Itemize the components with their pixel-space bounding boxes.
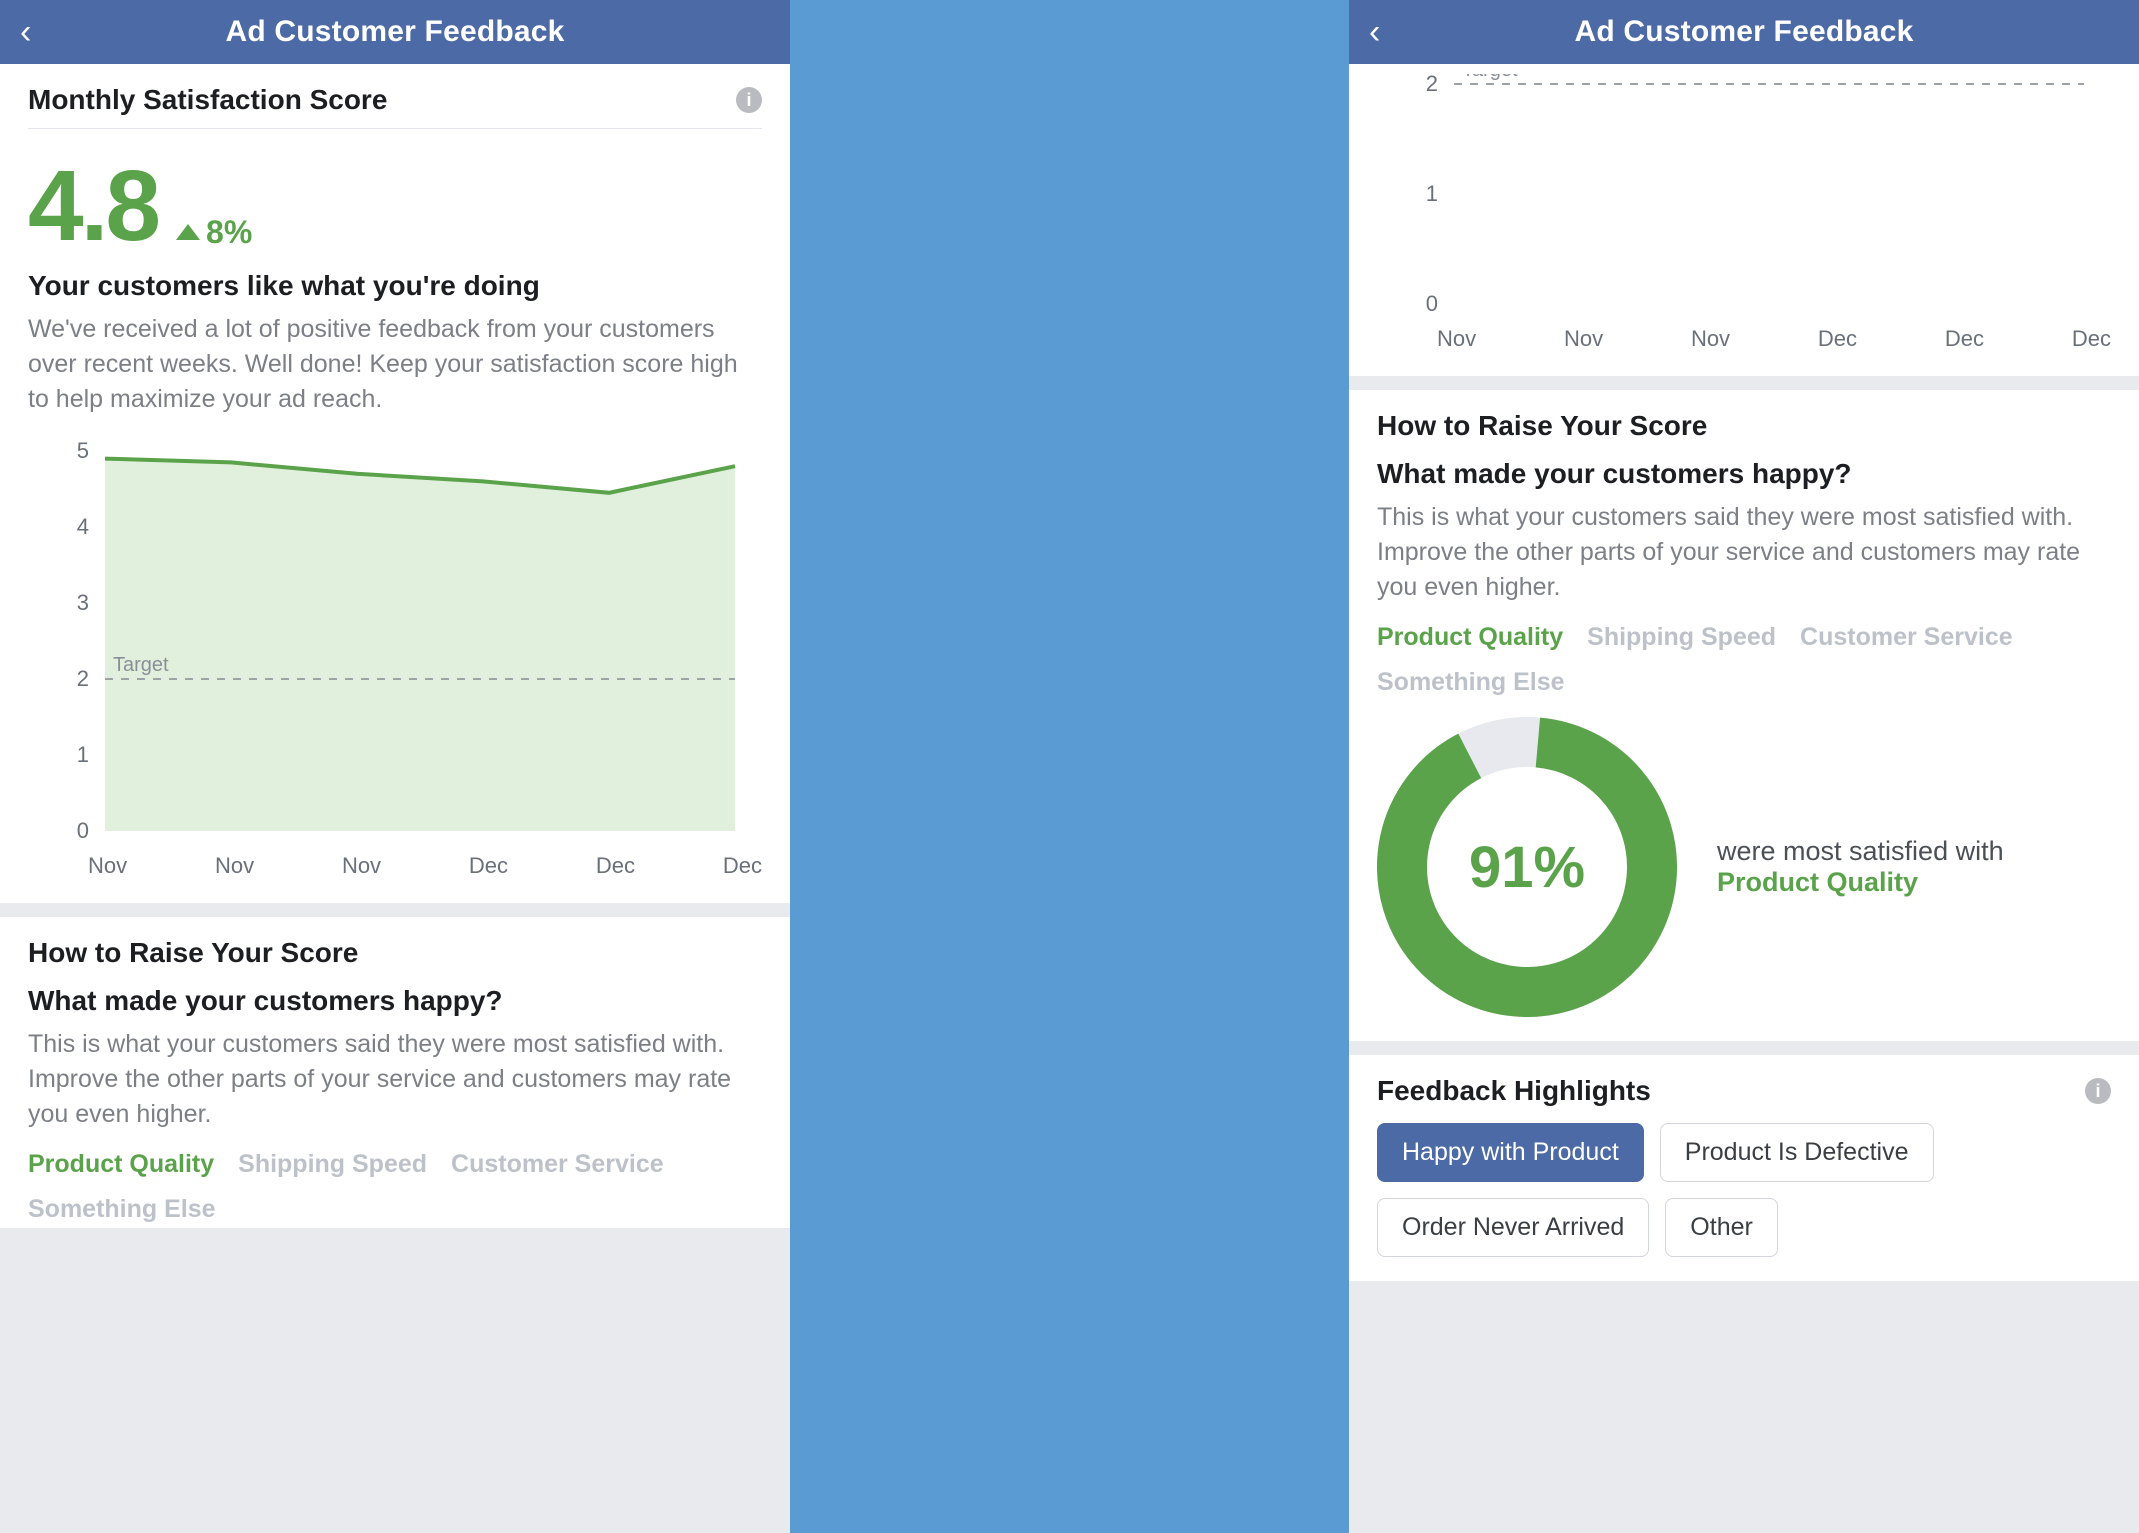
- x-tick: Nov: [1437, 326, 1476, 352]
- donut-center-text: 91%: [1377, 717, 1677, 1017]
- svg-text:0: 0: [1426, 291, 1438, 314]
- x-tick: Nov: [215, 853, 254, 879]
- score-delta: 8%: [176, 214, 252, 251]
- score-card-title: Monthly Satisfaction Score: [28, 84, 387, 116]
- svg-text:5: 5: [77, 441, 89, 463]
- raise-title: How to Raise Your Score: [28, 937, 358, 969]
- chart-card-truncated: 0 1 2 Target Nov Nov Nov Dec Dec Dec: [1349, 64, 2139, 376]
- x-tick: Dec: [1818, 326, 1857, 352]
- svg-text:1: 1: [1426, 181, 1438, 206]
- highlights-title: Feedback Highlights: [1377, 1075, 1651, 1107]
- tab-customer-service[interactable]: Customer Service: [1800, 623, 2013, 652]
- tab-product-quality[interactable]: Product Quality: [28, 1150, 214, 1179]
- svg-text:1: 1: [77, 742, 89, 767]
- x-tick: Nov: [1691, 326, 1730, 352]
- svg-text:Target: Target: [113, 654, 169, 676]
- highlight-chips: Happy with Product Product Is DefectiveOr…: [1377, 1123, 2111, 1257]
- svg-text:0: 0: [77, 818, 89, 841]
- x-tick: Nov: [1564, 326, 1603, 352]
- svg-text:4: 4: [77, 514, 89, 539]
- x-tick: Dec: [723, 853, 762, 879]
- chip-other[interactable]: Other: [1665, 1198, 1778, 1257]
- info-icon[interactable]: i: [736, 87, 762, 113]
- app-header: ‹ Ad Customer Feedback: [0, 0, 790, 64]
- triangle-up-icon: [176, 224, 200, 240]
- donut-caption-em: Product Quality: [1717, 867, 1918, 897]
- x-tick: Dec: [596, 853, 635, 879]
- tab-customer-service[interactable]: Customer Service: [451, 1150, 664, 1179]
- x-tick: Nov: [88, 853, 127, 879]
- score-delta-value: 8%: [206, 214, 252, 251]
- chart-x-labels: Nov Nov Nov Dec Dec Dec: [1377, 314, 2111, 352]
- raise-body: This is what your customers said they we…: [28, 1027, 762, 1132]
- tab-shipping-speed[interactable]: Shipping Speed: [1587, 623, 1776, 652]
- raise-question: What made your customers happy?: [28, 985, 762, 1017]
- score-card: Monthly Satisfaction Score i 4.8 8% Your…: [0, 64, 790, 903]
- raise-tabs: Product Quality Shipping Speed Customer Se…: [1377, 623, 2111, 697]
- raise-score-card: How to Raise Your Score What made your c…: [0, 917, 790, 1228]
- satisfaction-chart: 0 1 2 3 4 5 Target Nov Nov Nov Dec Dec Dec: [28, 441, 762, 879]
- raise-score-card: How to Raise Your Score What made your c…: [1349, 390, 2139, 1041]
- separator-bg: [790, 0, 1349, 1533]
- raise-tabs: Product Quality Shipping Speed Customer Se…: [28, 1150, 762, 1224]
- raise-question: What made your customers happy?: [1377, 458, 2111, 490]
- feedback-highlights-card: Feedback Highlights i Happy with Product…: [1349, 1055, 2139, 1281]
- screen-left: ‹ Ad Customer Feedback Monthly Satisfact…: [0, 0, 790, 1533]
- page-title: Ad Customer Feedback: [1349, 15, 2139, 49]
- satisfaction-score: 4.8: [28, 149, 158, 264]
- chip-order-never-arrived[interactable]: Order Never Arrived: [1377, 1198, 1649, 1257]
- x-tick: Dec: [2072, 326, 2111, 352]
- screen-right: ‹ Ad Customer Feedback 012Target NovNovN…: [1349, 0, 2139, 1533]
- raise-title: How to Raise Your Score: [1377, 410, 1707, 442]
- score-body: We've received a lot of positive feedbac…: [28, 312, 762, 417]
- satisfaction-chart-truncated: 0 1 2 Target Nov Nov Nov Dec Dec Dec: [1377, 74, 2111, 352]
- x-tick: Dec: [1945, 326, 1984, 352]
- tab-something-else[interactable]: Something Else: [28, 1195, 216, 1224]
- satisfaction-donut: 91%: [1377, 717, 1677, 1017]
- page-title: Ad Customer Feedback: [0, 15, 790, 49]
- raise-body: This is what your customers said they we…: [1377, 500, 2111, 605]
- back-icon[interactable]: ‹: [20, 13, 60, 52]
- x-tick: Dec: [469, 853, 508, 879]
- tab-shipping-speed[interactable]: Shipping Speed: [238, 1150, 427, 1179]
- tab-product-quality[interactable]: Product Quality: [1377, 623, 1563, 652]
- svg-text:3: 3: [77, 590, 89, 615]
- score-subhead: Your customers like what you're doing: [28, 270, 762, 302]
- svg-text:2: 2: [1426, 74, 1438, 96]
- info-icon[interactable]: i: [2085, 1078, 2111, 1104]
- donut-caption-prefix: were most satisfied with: [1717, 836, 2004, 866]
- tab-something-else[interactable]: Something Else: [1377, 668, 1565, 697]
- chip-product-is-defective[interactable]: Product Is Defective: [1660, 1123, 1934, 1182]
- svg-text:Target: Target: [1462, 74, 1518, 81]
- app-header: ‹ Ad Customer Feedback: [1349, 0, 2139, 64]
- chip-happy-with-product[interactable]: Happy with Product: [1377, 1123, 1644, 1182]
- x-tick: Nov: [342, 853, 381, 879]
- svg-text:2: 2: [77, 666, 89, 691]
- chart-x-labels: Nov Nov Nov Dec Dec Dec: [28, 841, 762, 879]
- donut-caption: were most satisfied with Product Quality: [1717, 836, 2004, 898]
- back-icon[interactable]: ‹: [1369, 13, 1409, 52]
